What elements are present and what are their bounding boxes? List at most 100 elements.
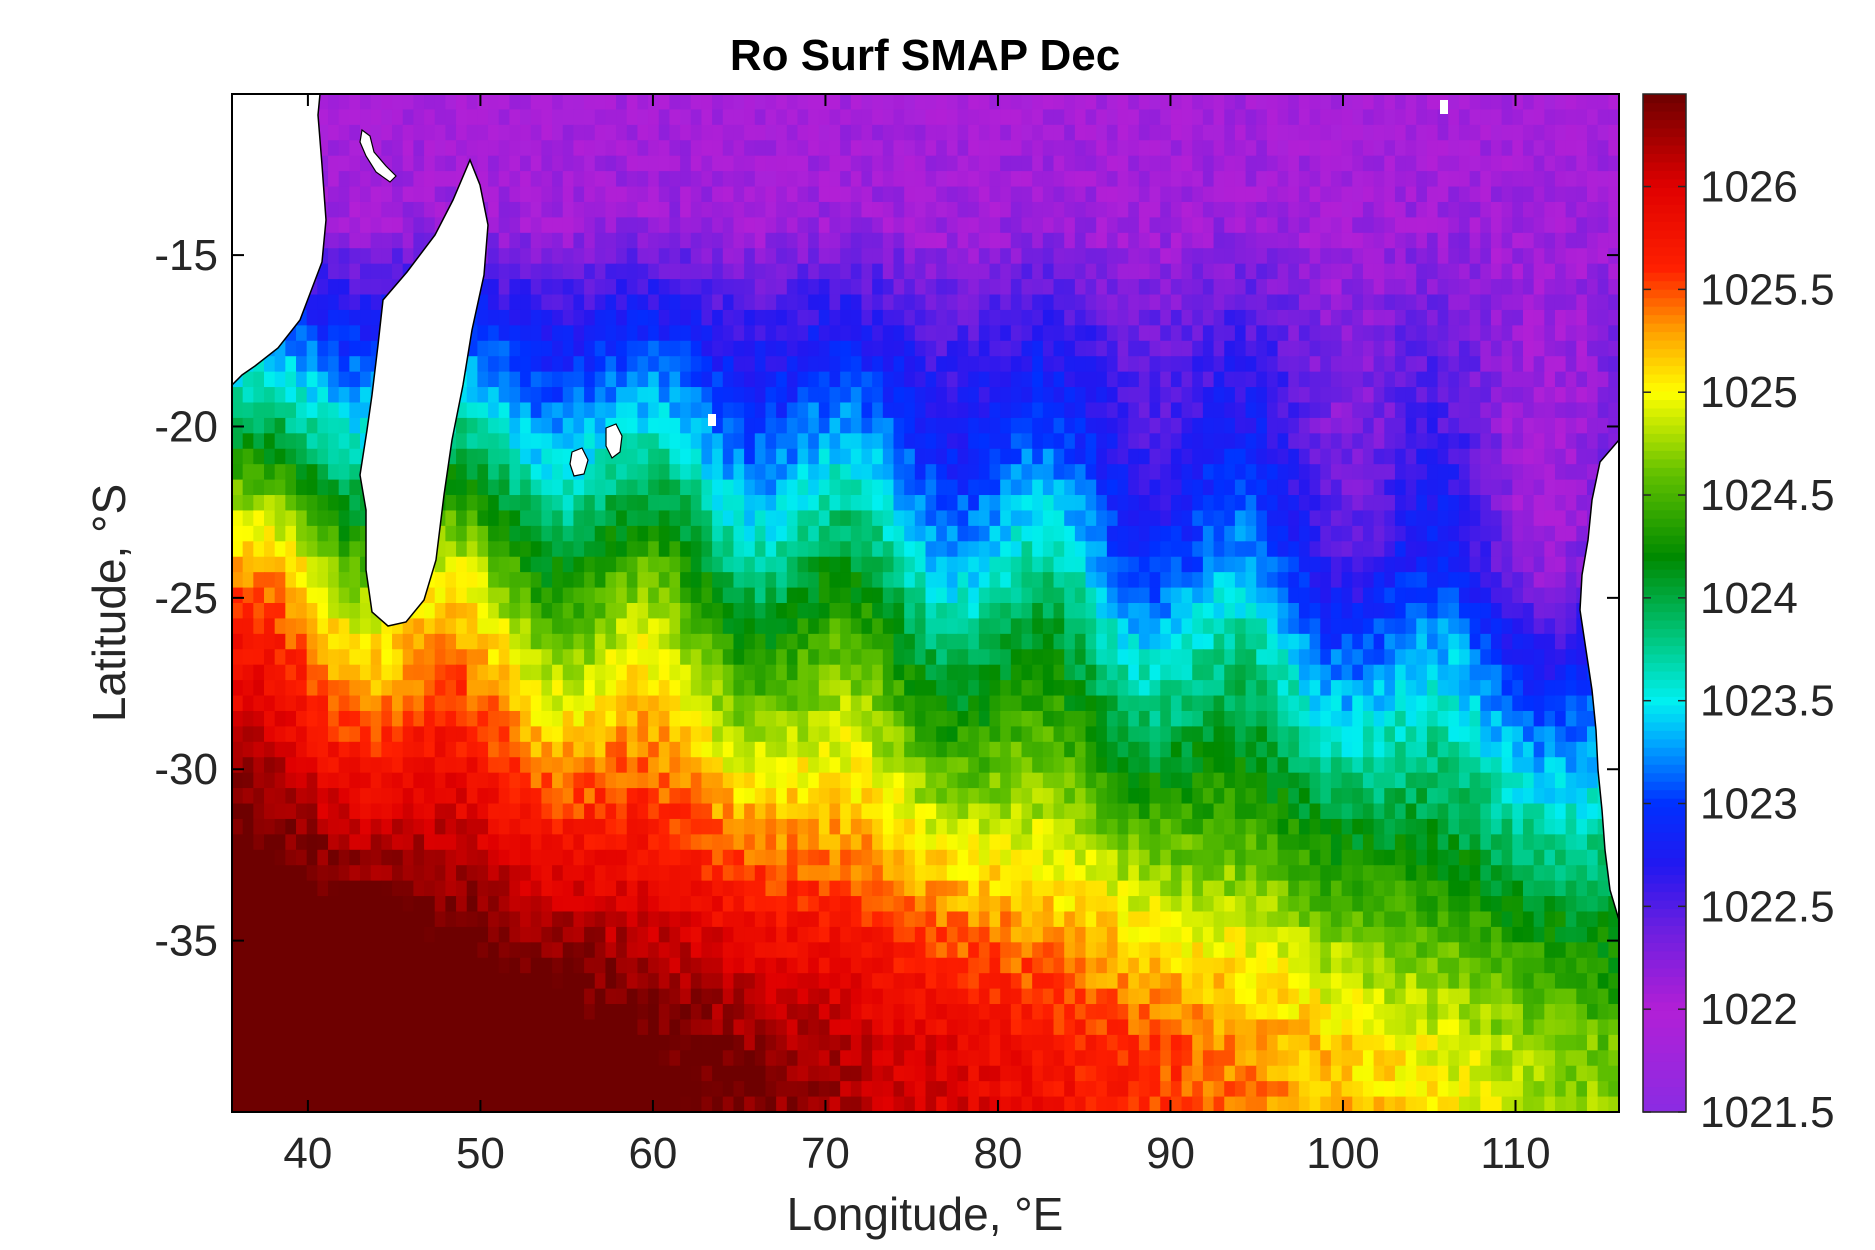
heatmap-cell [1362,279,1375,296]
heatmap-cell [1501,294,1513,311]
heatmap-cell [1437,603,1449,620]
heatmap-cell [1480,340,1492,357]
heatmap-cell [1288,618,1300,635]
heatmap-cell [541,356,553,373]
heatmap-cell [488,541,500,558]
heatmap-cell [285,664,297,681]
heatmap-cell [477,479,489,496]
heatmap-cell [1064,294,1076,311]
heatmap-cell [285,649,297,666]
heatmap-cell [1512,325,1524,342]
heatmap-cell [722,201,735,218]
heatmap-cell [1149,633,1161,650]
heatmap-cell [477,356,489,373]
heatmap-cell [904,572,916,589]
heatmap-cell [1266,232,1279,249]
heatmap-cell [648,325,660,342]
heatmap-cell [1245,325,1257,342]
heatmap-cell [1032,186,1044,203]
heatmap-cell [370,309,382,326]
heatmap-cell [872,664,884,681]
heatmap-cell [562,664,575,681]
heatmap-cell [1309,248,1321,265]
heatmap-cell [1330,649,1343,666]
heatmap-cell [296,371,308,388]
heatmap-cell [978,232,991,249]
heatmap-cell [808,340,820,357]
heatmap-cell [872,356,884,373]
heatmap-cell [1074,387,1087,404]
heatmap-cell [840,541,852,558]
heatmap-cell [1362,633,1375,650]
heatmap-cell [1149,109,1161,126]
heatmap-cell [1330,94,1343,111]
heatmap-cell [317,572,329,589]
heatmap-cell [605,603,617,620]
heatmap-cell [936,633,948,650]
heatmap-cell [520,541,532,558]
heatmap-cell [456,633,468,650]
heatmap-cell [818,541,831,558]
heatmap-cell [1608,294,1619,311]
heatmap-cell [317,340,329,357]
heatmap-cell [1213,572,1225,589]
heatmap-cell [1586,124,1599,141]
heatmap-cell [573,94,585,111]
heatmap-cell [1234,587,1247,604]
heatmap-cell [1565,618,1577,635]
heatmap-cell [466,649,478,666]
heatmap-cell [754,417,767,434]
heatmap-cell [904,556,916,573]
heatmap-cell [946,402,959,419]
heatmap-cell [786,402,799,419]
heatmap-cell [1480,448,1492,465]
heatmap-cell [765,171,777,188]
heatmap-cell [1512,541,1524,558]
heatmap-cell [840,279,852,296]
heatmap-cell [1266,417,1279,434]
heatmap-cell [1437,525,1449,542]
heatmap-cell [850,448,863,465]
heatmap-cell [925,402,937,419]
heatmap-cell [1277,232,1289,249]
heatmap-cell [658,633,671,650]
heatmap-cell [1512,603,1524,620]
heatmap-cell [605,309,617,326]
heatmap-cell [1138,495,1151,512]
heatmap-cell [498,217,510,234]
heatmap-cell [445,448,457,465]
heatmap-cell [1042,201,1055,218]
heatmap-cell [712,510,724,527]
heatmap-cell [1448,94,1460,111]
heatmap-cell [1256,186,1268,203]
heatmap-cell [1320,448,1332,465]
heatmap-cell [797,479,809,496]
heatmap-cell [829,417,841,434]
heatmap-cell [274,356,286,373]
heatmap-cell [786,387,799,404]
heatmap-cell [466,495,478,512]
heatmap-cell [1021,417,1033,434]
heatmap-cell [850,124,863,141]
heatmap-cell [1512,309,1524,326]
heatmap-cell [328,603,340,620]
heatmap-cell [690,556,703,573]
heatmap-cell [1586,356,1599,373]
heatmap-cell [882,186,895,203]
heatmap-cell [1469,232,1481,249]
heatmap-cell [840,525,852,542]
heatmap-cell [936,186,948,203]
heatmap-cell [1544,417,1556,434]
heatmap-cell [1554,525,1567,542]
heatmap-cell [1032,433,1044,450]
heatmap-cell [637,109,649,126]
heatmap-cell [1501,525,1513,542]
heatmap-cell [1085,649,1097,666]
heatmap-cell [530,541,543,558]
heatmap-cell [1149,541,1161,558]
heatmap-cell [690,171,703,188]
heatmap-cell [957,279,969,296]
heatmap-cell [989,232,1001,249]
heatmap-cell [594,510,607,527]
heatmap-cell [1341,201,1353,218]
